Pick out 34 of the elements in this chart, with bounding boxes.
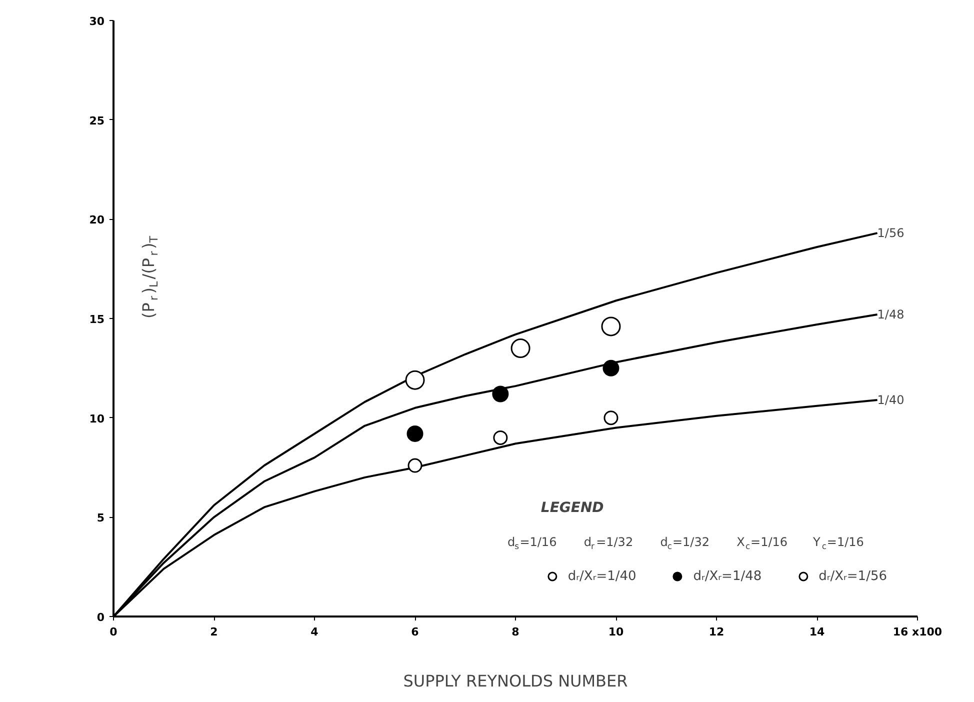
x-tick-label: 0 [110,626,118,638]
y-tick-label: 25 [89,114,105,128]
legend-label: dᵣ/Xᵣ=1/48 [693,568,762,584]
x-tick-label: 6 [411,626,420,638]
y-tick-label: 5 [96,512,104,525]
point [602,360,620,376]
x-tick-label: 4 [310,626,319,638]
point [604,410,618,426]
point [405,370,425,390]
x-tick-label: 14 [809,626,825,638]
point [492,386,509,402]
x-tick-label: 2 [210,626,218,638]
series-label: 1/40 [877,392,904,407]
point [601,316,621,336]
legend-title: LEGEND [540,500,605,516]
y-tick-label: 10 [89,412,105,426]
x-tick-label: 12 [708,626,724,638]
y-tick-label: 30 [89,15,105,28]
series-label: 1/56 [877,226,904,240]
x-axis-title: SUPPLY REYNOLDS NUMBER [403,672,628,690]
x-tick-label: 10 [608,626,624,638]
legend-label: dᵣ/Xᵣ=1/40 [568,568,636,584]
x-tick-label: 16 x100 [892,626,942,638]
point [406,425,424,442]
point [510,338,530,358]
y-tick-label: 20 [89,214,105,227]
point [408,458,422,473]
y-tick-label: 0 [96,611,105,624]
y-tick-label: 15 [89,313,105,326]
point [493,430,508,445]
series-label: 1/48 [877,308,904,322]
y-axis-title: (Pr)L/(Pr)T [139,236,161,319]
x-tick-label: 8 [512,626,520,638]
legend-label: dᵣ/Xᵣ=1/56 [818,568,887,584]
